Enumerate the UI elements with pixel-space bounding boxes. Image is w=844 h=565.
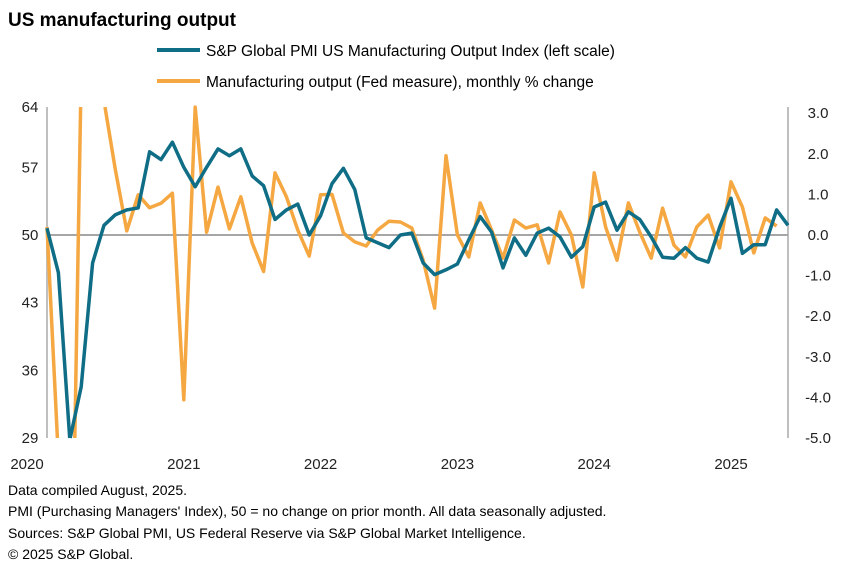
left-tick-label: 64	[22, 99, 39, 116]
right-tick-label: -2.0	[805, 308, 831, 325]
series-line-fed-output	[45, 105, 778, 439]
series-line-pmi-output	[45, 140, 790, 439]
x-tick-label: 2020	[10, 456, 43, 473]
left-tick-label: 36	[22, 362, 39, 379]
fed-line-segment	[103, 105, 778, 402]
fed-line-segment	[45, 226, 60, 439]
x-tick-label: 2024	[578, 456, 611, 473]
right-tick-label: 0.0	[808, 227, 829, 244]
footnote-compiled: Data compiled August, 2025.	[8, 482, 187, 498]
footnote-sources: Sources: S&P Global PMI, US Federal Rese…	[8, 525, 526, 541]
right-tick-label: 2.0	[808, 146, 829, 163]
right-axis-ticks: 3.0 2.0 1.0 0.0 -1.0 -2.0 -3.0 -4.0 -5.0	[805, 105, 831, 447]
data-points	[46, 107, 789, 400]
left-axis-ticks: 64 57 50 43 36 29	[22, 99, 39, 447]
right-tick-label: -3.0	[805, 349, 831, 366]
legend-label-pmi: S&P Global PMI US Manufacturing Output I…	[206, 43, 615, 60]
x-tick-label: 2025	[714, 456, 747, 473]
right-tick-label: -1.0	[805, 268, 831, 285]
right-tick-label: 1.0	[808, 186, 829, 203]
footnote-pmi-definition: PMI (Purchasing Managers' Index), 50 = n…	[8, 503, 606, 519]
left-tick-label: 50	[22, 227, 39, 244]
right-tick-label: -4.0	[805, 389, 831, 406]
x-tick-label: 2022	[304, 456, 337, 473]
right-tick-label: 3.0	[808, 105, 829, 122]
chart-title: US manufacturing output	[8, 10, 237, 31]
x-axis-ticks: 2020 2021 2022 2023 2024 2025	[10, 456, 747, 473]
right-tick-label: -5.0	[805, 430, 831, 447]
left-tick-label: 43	[22, 295, 39, 312]
left-tick-label: 57	[22, 159, 39, 176]
x-tick-label: 2021	[167, 456, 200, 473]
x-tick-label: 2023	[441, 456, 474, 473]
footnote-copyright: © 2025 S&P Global.	[8, 546, 133, 562]
pmi-line-segment	[68, 140, 790, 439]
left-tick-label: 29	[22, 430, 39, 447]
legend: S&P Global PMI US Manufacturing Output I…	[157, 43, 615, 91]
legend-label-fed: Manufacturing output (Fed measure), mont…	[206, 74, 594, 91]
pmi-line-segment	[45, 227, 72, 439]
fed-line-segment	[73, 106, 83, 439]
